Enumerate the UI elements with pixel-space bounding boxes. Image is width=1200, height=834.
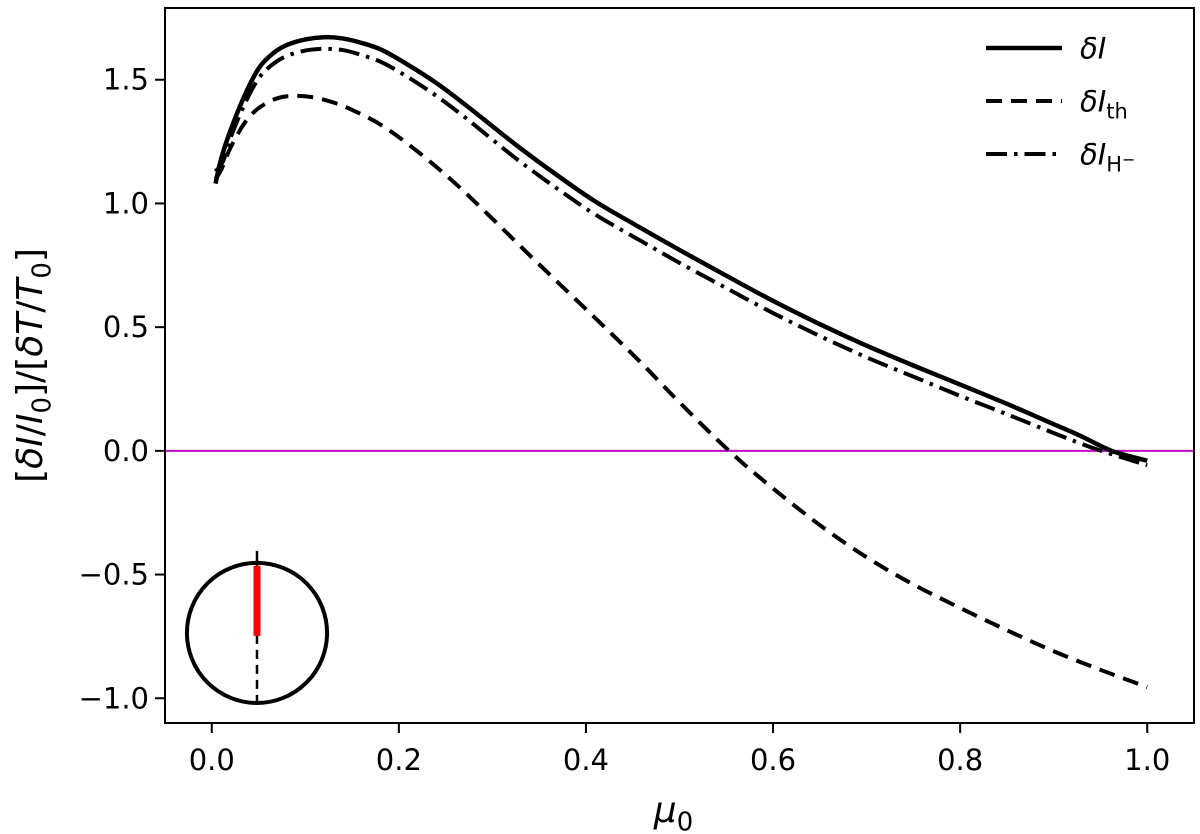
y-tick-label: −0.5 — [79, 558, 149, 592]
legend: δI δIth δIH− — [986, 32, 1135, 177]
axis-ticks: 0.0 0.2 0.4 0.6 0.8 1.0 −1.0 −0.5 0.0 0.5 1.0 1.5 — [79, 63, 1171, 777]
curve-delta-i — [213, 34, 1148, 463]
plot-frame — [164, 7, 1195, 724]
y-tick-label: 0.0 — [103, 434, 149, 468]
y-tick-label: 0.5 — [103, 310, 149, 344]
x-tick-label: 0.2 — [376, 743, 422, 777]
x-tick-label: 1.0 — [1124, 743, 1170, 777]
legend-label-delta-i-hminus: δIH− — [1080, 138, 1135, 177]
curve-delta-i-th — [213, 93, 1148, 690]
legend-item-delta-i: δI — [986, 32, 1106, 66]
y-tick-label: −1.0 — [79, 681, 149, 715]
y-axis-label: [δI/I0]/[δT/T0] — [10, 248, 58, 483]
x-tick-label: 0.4 — [563, 743, 609, 777]
curves-group — [213, 34, 1148, 690]
y-tick-label: 1.5 — [103, 63, 149, 97]
curve-delta-i-hminus — [213, 46, 1148, 468]
x-tick-label: 0.8 — [937, 743, 983, 777]
legend-item-delta-i-hminus: δIH− — [986, 138, 1135, 177]
x-tick-label: 0.0 — [189, 743, 235, 777]
y-tick-label: 1.0 — [103, 186, 149, 220]
x-tick-label: 0.6 — [750, 743, 796, 777]
x-axis-label: μ0 — [653, 790, 693, 834]
stellar-disk-inset — [184, 550, 330, 707]
legend-label-delta-i-th: δIth — [1080, 85, 1128, 124]
legend-item-delta-i-th: δIth — [986, 85, 1128, 124]
legend-label-delta-i: δI — [1080, 32, 1106, 66]
